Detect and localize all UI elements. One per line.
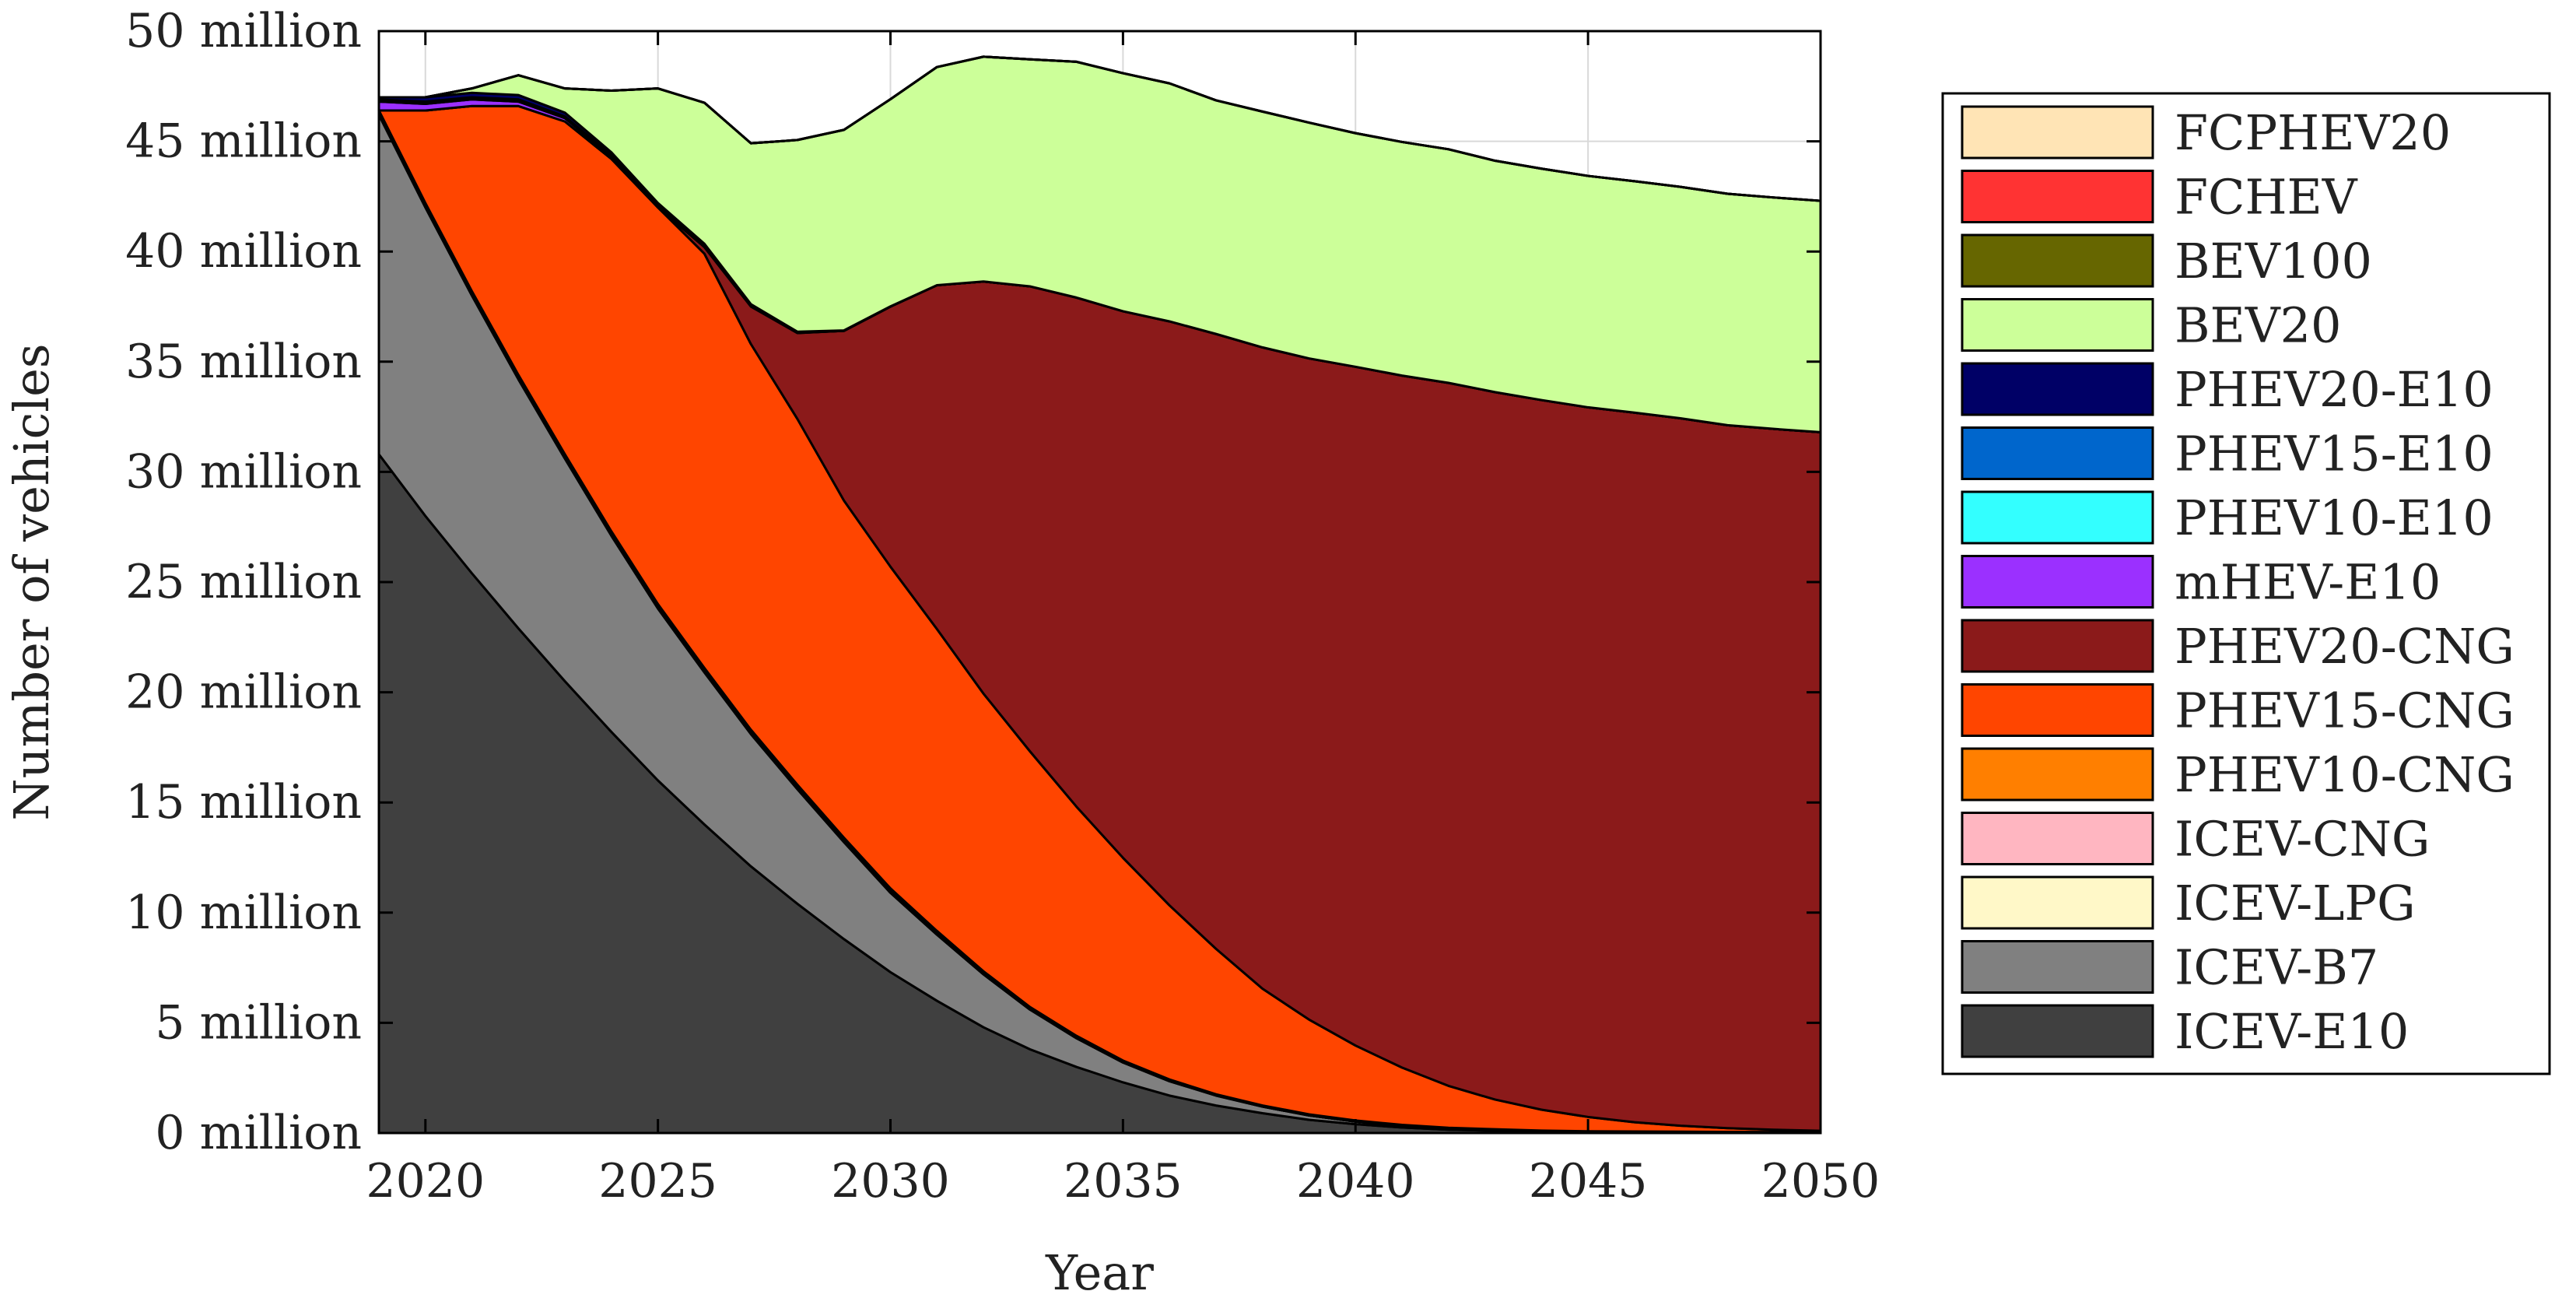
legend-swatch-fcphev20 [1961, 105, 2154, 160]
legend-label-fchev: FCHEV [2175, 169, 2358, 226]
legend-swatch-phev10-cng [1961, 747, 2154, 802]
axis-ticks [379, 30, 1822, 1135]
y-tick-label: 20 million [125, 665, 362, 720]
legend-swatch-icev-b7 [1961, 940, 2154, 994]
x-tick-labels: 2020 2025 2030 2035 2040 2045 2050 [366, 1154, 1880, 1209]
legend-swatch-phev15-cng [1961, 683, 2154, 737]
legend-label-phev10-cng: PHEV10-CNG [2175, 746, 2515, 803]
legend-swatch-phev20-cng [1961, 619, 2154, 673]
y-tick-label: 25 million [125, 555, 362, 609]
legend-label-bev100: BEV100 [2175, 233, 2372, 289]
y-tick-label: 35 million [125, 335, 362, 389]
legend: FCPHEV20 FCHEV BEV100 BEV20 PHEV20-E10 PHEV15… [1941, 92, 2551, 1075]
y-tick-label: 0 million [155, 1106, 362, 1160]
legend-swatch-phev10-e10 [1961, 490, 2154, 545]
x-tick-label: 2045 [1529, 1154, 1648, 1209]
y-tick-label: 30 million [125, 444, 362, 499]
legend-label-phev15-cng: PHEV15-CNG [2175, 682, 2515, 739]
legend-swatch-bev20 [1961, 298, 2154, 352]
y-tick-labels: 0 million 5 million 10 million 15 million 20… [125, 4, 362, 1160]
legend-swatch-icev-e10 [1961, 1004, 2154, 1058]
legend-label-icev-lpg: ICEV-LPG [2175, 875, 2416, 931]
legend-label-mhev-e10: mHEV-E10 [2175, 554, 2441, 611]
y-tick-label: 45 million [125, 114, 362, 169]
x-tick-label: 2025 [598, 1154, 717, 1209]
x-tick-label: 2035 [1064, 1154, 1183, 1209]
legend-swatch-bev100 [1961, 233, 2154, 288]
legend-label-icev-b7: ICEV-B7 [2175, 939, 2378, 996]
x-tick-label: 2030 [831, 1154, 950, 1209]
x-tick-label: 2040 [1296, 1154, 1415, 1209]
legend-label-phev20-e10: PHEV20-E10 [2175, 361, 2494, 418]
legend-label-icev-e10: ICEV-E10 [2175, 1003, 2409, 1060]
y-tick-label: 5 million [155, 995, 362, 1050]
legend-swatch-phev15-e10 [1961, 426, 2154, 480]
x-tick-label: 2050 [1761, 1154, 1880, 1209]
legend-label-bev20: BEV20 [2175, 297, 2342, 354]
y-tick-label: 10 million [125, 886, 362, 940]
legend-label-fcphev20: FCPHEV20 [2175, 104, 2451, 161]
y-axis-label: Number of vehicles [3, 343, 60, 820]
legend-swatch-mhev-e10 [1961, 555, 2154, 609]
legend-label-icev-cng: ICEV-CNG [2175, 811, 2430, 868]
y-tick-label: 40 million [125, 224, 362, 279]
y-tick-label: 50 million [125, 4, 362, 58]
x-tick-label: 2020 [366, 1154, 485, 1209]
x-axis-label: Year [1045, 1244, 1154, 1301]
legend-swatch-phev20-e10 [1961, 362, 2154, 416]
legend-label-phev10-e10: PHEV10-E10 [2175, 489, 2494, 546]
legend-swatch-icev-cng [1961, 812, 2154, 865]
y-tick-label: 15 million [125, 775, 362, 830]
legend-swatch-icev-lpg [1961, 875, 2154, 930]
area-series [377, 55, 1822, 1135]
legend-swatch-fchev [1961, 170, 2154, 223]
legend-label-phev20-cng: PHEV20-CNG [2175, 618, 2515, 675]
legend-label-phev15-e10: PHEV15-E10 [2175, 426, 2494, 482]
